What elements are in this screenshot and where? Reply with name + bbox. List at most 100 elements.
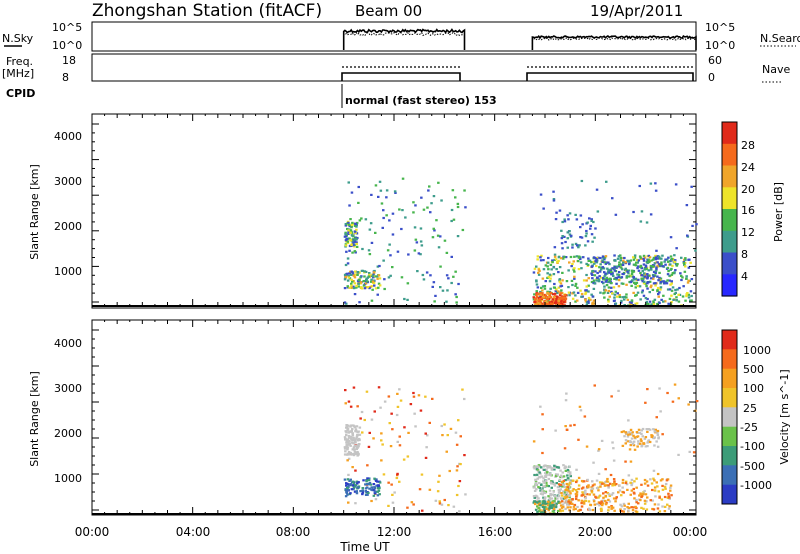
echo-cell [640,483,643,486]
echo-cell [646,302,649,305]
echo-cell [344,450,347,453]
echo-cell [360,410,364,414]
echo-cell [687,403,690,406]
echo-cell [590,293,593,296]
echo-cell [557,483,561,486]
echo-cell [544,475,547,478]
echo-cell [690,299,693,302]
echo-cell [571,502,574,505]
echo-cell [367,491,370,494]
echo-cell [655,416,658,419]
echo-cell [585,285,588,288]
echo-cell [648,291,651,294]
echo-cell [607,493,611,496]
echo-cell [610,270,613,273]
echo-cell [564,488,567,492]
echo-cell [652,275,655,278]
echo-cell [620,494,623,497]
echo-cell [421,509,424,512]
echo-cell [350,223,354,227]
echo-cell [543,464,546,467]
echo-cell [542,485,545,488]
echo-cell [559,282,563,285]
echo-cell [454,270,457,273]
echo-cell [613,269,617,272]
echo-cell [354,502,357,505]
echo-cell [344,495,348,498]
echo-cell [350,243,353,247]
echo-cell [627,474,631,477]
echo-cell [535,473,539,476]
echo-cell [441,289,445,292]
echo-cell [638,494,641,497]
echo-cell [579,236,582,239]
echo-cell [641,427,645,431]
nave-label: Nave [762,63,790,76]
echo-cell [618,294,621,297]
echo-cell [353,245,356,248]
echo-cell [421,273,425,277]
echo-cell [602,282,605,285]
echo-cell [560,480,564,483]
echo-cell [356,434,359,437]
echo-cell [566,489,569,492]
power-cbar-tick-16: 16 [741,204,755,217]
echo-cell [365,479,369,482]
echo-cell [565,392,568,395]
echo-cell [593,503,597,506]
echo-cell [354,251,357,254]
echo-cell [652,300,655,303]
echo-cell [669,484,673,487]
echo-cell [429,274,432,277]
echo-cell [346,241,350,244]
echo-cell [532,440,536,443]
echo-cell [346,227,349,231]
echo-cell [568,490,571,493]
echo-cell [591,273,594,276]
echo-cell [439,235,442,238]
echo-cell [563,495,567,498]
echo-cell [541,413,544,416]
echo-cell [355,492,359,495]
echo-cell [647,281,650,284]
echo-cell [544,280,547,283]
echo-cell [533,500,536,503]
echo-cell [610,493,614,496]
echo-cell [656,431,659,434]
echo-cell [668,274,671,277]
echo-cell [569,492,572,495]
echo-cell [406,506,409,509]
echo-cell [659,479,663,482]
echo-cell [347,231,350,234]
velocity-colorbar-swatches [722,330,737,505]
echo-cell [564,469,568,472]
echo-cell [577,484,581,487]
echo-cell [621,486,624,489]
echo-cell [655,249,658,252]
echo-cell [376,480,379,483]
echo-cell [376,265,380,268]
echo-cell [553,246,557,249]
echo-cell [614,302,618,305]
echo-cell [536,501,539,504]
echo-cell [559,504,563,507]
echo-cell [590,272,593,275]
echo-cell [536,466,540,469]
echo-cell [412,503,415,506]
echo-cell [366,286,370,289]
echo-cell [642,507,645,510]
echo-cell [608,271,611,274]
echo-cell [606,492,610,495]
echo-cell [622,282,625,285]
echo-cell [557,290,560,293]
echo-cell [542,500,545,503]
echo-cell [560,492,563,495]
echo-cell [387,481,390,484]
echo-cell [553,253,557,256]
echo-cell [629,493,632,496]
echo-cell [658,510,662,513]
echo-cell [349,425,352,428]
echo-cell [656,445,660,448]
echo-cell [570,265,573,268]
